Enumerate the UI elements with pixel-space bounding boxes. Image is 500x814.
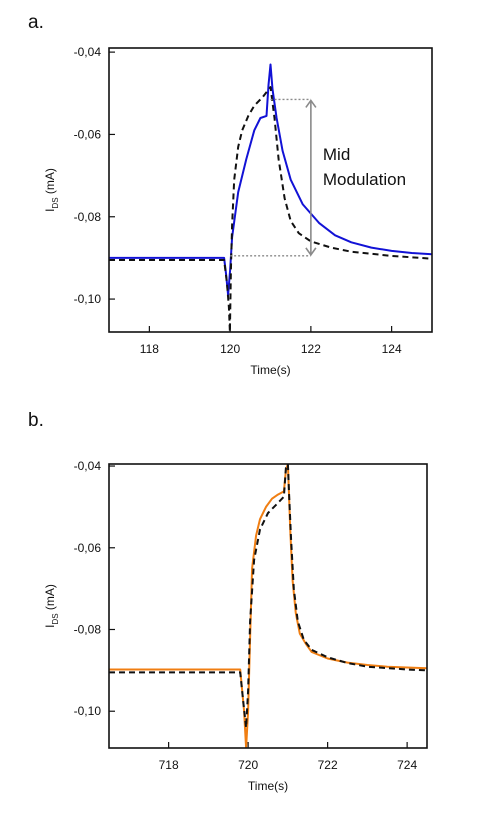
annotation-arrowhead-up bbox=[305, 99, 317, 108]
y-tick-label-a: -0,10 bbox=[74, 292, 102, 306]
x-tick-label-a: 120 bbox=[220, 342, 240, 356]
x-tick-label-a: 118 bbox=[140, 342, 159, 356]
y-tick-label-b: -0,08 bbox=[74, 622, 102, 636]
panel-label-a: a. bbox=[28, 12, 44, 33]
annotation-label-line-2: Modulation bbox=[323, 170, 406, 189]
x-tick-label-b: 718 bbox=[159, 758, 179, 772]
series-line-b-dashed bbox=[109, 464, 427, 729]
panel-label-b: b. bbox=[28, 410, 44, 431]
y-tick-label-b: -0,04 bbox=[74, 459, 102, 473]
y-axis-title-unit-b: (mA) bbox=[43, 584, 57, 613]
x-tick-label-b: 724 bbox=[397, 758, 417, 772]
x-axis-title-b: Time(s) bbox=[248, 779, 288, 793]
series-line-b-solid bbox=[109, 464, 427, 748]
y-axis-title-sub-b: DS bbox=[51, 613, 60, 624]
y-axis-title-a: IDS (mA) bbox=[43, 168, 60, 212]
y-axis-title-unit-a: (mA) bbox=[43, 168, 57, 197]
x-axis-title-a: Time(s) bbox=[250, 363, 290, 377]
y-tick-label-b: -0,10 bbox=[74, 704, 102, 718]
x-tick-label-b: 720 bbox=[238, 758, 258, 772]
y-tick-label-a: -0,08 bbox=[74, 210, 102, 224]
x-tick-label-b: 722 bbox=[318, 758, 338, 772]
y-tick-label-b: -0,06 bbox=[74, 541, 102, 555]
annotation-label-line-1: Mid bbox=[323, 145, 350, 164]
y-axis-title-b: IDS (mA) bbox=[43, 584, 60, 628]
annotation-arrowhead-down bbox=[305, 247, 317, 257]
x-tick-label-a: 122 bbox=[301, 342, 321, 356]
plot-frame-b bbox=[108, 463, 428, 749]
y-tick-label-a: -0,04 bbox=[74, 45, 102, 59]
x-tick-label-a: 124 bbox=[382, 342, 402, 356]
chart-b: 718 720 722 724 -0,04 -0,06 -0,08 -0,10 Time(s) I… bbox=[43, 459, 428, 793]
y-axis-title-main-a: I bbox=[43, 209, 57, 212]
y-axis-title-main-b: I bbox=[43, 625, 57, 628]
chart-a: 118 120 122 124 -0,04 -0,06 -0,08 -0,10 Time(s) I… bbox=[43, 45, 433, 377]
y-axis-title-sub-a: DS bbox=[51, 197, 60, 208]
plot-frame-a bbox=[108, 47, 433, 333]
y-tick-label-a: -0,06 bbox=[74, 127, 102, 141]
series-line-a-dashed bbox=[109, 86, 432, 332]
series-line-a-solid bbox=[109, 63, 432, 296]
